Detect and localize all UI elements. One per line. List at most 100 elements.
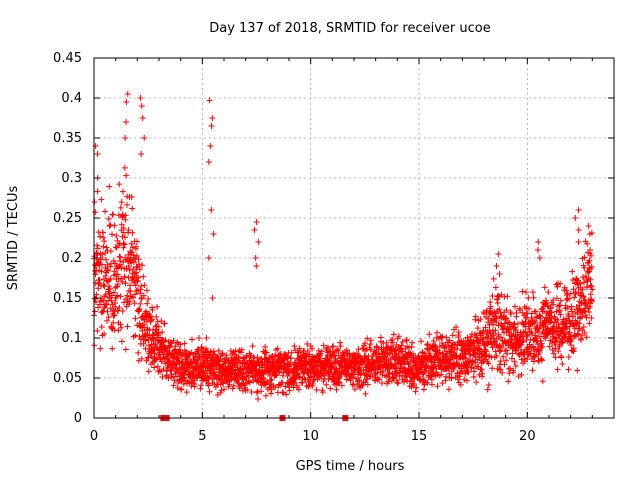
data-point (554, 366, 561, 373)
data-point (100, 308, 107, 315)
data-point (273, 372, 280, 379)
data-point (141, 135, 148, 141)
chart-title: Day 137 of 2018, SRMTID for receiver uco… (209, 21, 491, 36)
data-point (274, 345, 281, 352)
data-point (301, 375, 308, 382)
data-point (145, 368, 152, 375)
data-point (127, 248, 134, 255)
data-point (124, 91, 131, 97)
data-point (147, 350, 154, 357)
data-point (375, 346, 382, 353)
data-point (355, 346, 362, 353)
data-point (364, 381, 371, 388)
data-point (138, 282, 145, 289)
data-point (101, 238, 108, 245)
data-point (100, 234, 107, 241)
data-point (138, 151, 145, 157)
data-point (115, 327, 122, 334)
data-point (107, 222, 114, 229)
data-point (143, 287, 150, 294)
data-point (180, 381, 187, 388)
data-point (215, 347, 222, 354)
data-point (164, 348, 171, 355)
data-point (191, 380, 198, 387)
data-point (143, 331, 149, 338)
data-point (101, 293, 108, 300)
data-point (360, 367, 367, 374)
data-point (105, 314, 112, 321)
data-point (283, 391, 290, 398)
data-point (123, 119, 130, 125)
data-point (255, 239, 262, 245)
data-point (142, 336, 149, 343)
data-point (569, 268, 576, 275)
data-point (110, 312, 117, 319)
data-point (181, 340, 188, 347)
data-point (130, 259, 137, 266)
data-point (296, 373, 303, 380)
data-point (262, 392, 269, 399)
y-tick-label: 0.45 (53, 51, 82, 66)
data-point (412, 388, 419, 395)
data-point (307, 342, 314, 349)
data-point (106, 183, 113, 190)
data-point (152, 356, 159, 363)
data-point (235, 380, 242, 387)
data-point (98, 323, 105, 330)
data-point (117, 261, 124, 268)
data-point (253, 263, 260, 269)
data-point (122, 234, 129, 241)
data-point (145, 354, 152, 361)
data-point (104, 267, 111, 274)
data-point (346, 350, 353, 357)
data-point (100, 276, 107, 283)
data-point (104, 267, 111, 274)
data-point (251, 355, 258, 362)
data-point (280, 389, 287, 396)
data-point (263, 349, 270, 356)
data-point (134, 238, 141, 245)
data-point (136, 261, 143, 268)
data-point (295, 386, 302, 393)
data-point (172, 361, 179, 368)
data-point (130, 252, 137, 259)
data-point (109, 345, 116, 352)
x-tick-label: 15 (411, 429, 428, 444)
data-point (287, 355, 294, 362)
data-point (144, 300, 151, 307)
y-tick-labels: 0 0.05 0.1 0.15 0.2 0.25 0.3 0.35 0.4 0.45 (53, 51, 82, 426)
data-point (473, 379, 480, 386)
data-point (140, 273, 147, 280)
data-point (367, 341, 374, 348)
data-point (206, 388, 213, 395)
data-point (553, 308, 560, 315)
data-point (208, 123, 215, 129)
data-point (522, 289, 529, 296)
data-point (384, 345, 391, 352)
data-point (571, 294, 578, 301)
data-point (120, 259, 127, 266)
data-point (123, 201, 130, 208)
data-point (445, 386, 452, 393)
data-point (288, 349, 295, 356)
data-point (125, 227, 132, 234)
data-point (118, 199, 125, 206)
data-point (572, 215, 579, 221)
data-point (178, 386, 185, 393)
data-point (113, 232, 120, 239)
data-point (565, 366, 572, 373)
data-point (210, 231, 217, 237)
data-point (205, 159, 212, 165)
data-point (154, 363, 161, 370)
data-point (356, 377, 363, 384)
data-point (383, 339, 390, 346)
data-point (119, 188, 126, 195)
data-point (209, 354, 216, 361)
data-point (96, 276, 103, 283)
data-point (103, 244, 110, 251)
data-point (94, 251, 101, 258)
data-point (116, 305, 123, 312)
data-point (172, 370, 179, 377)
data-point (97, 233, 104, 240)
data-point (119, 278, 126, 285)
